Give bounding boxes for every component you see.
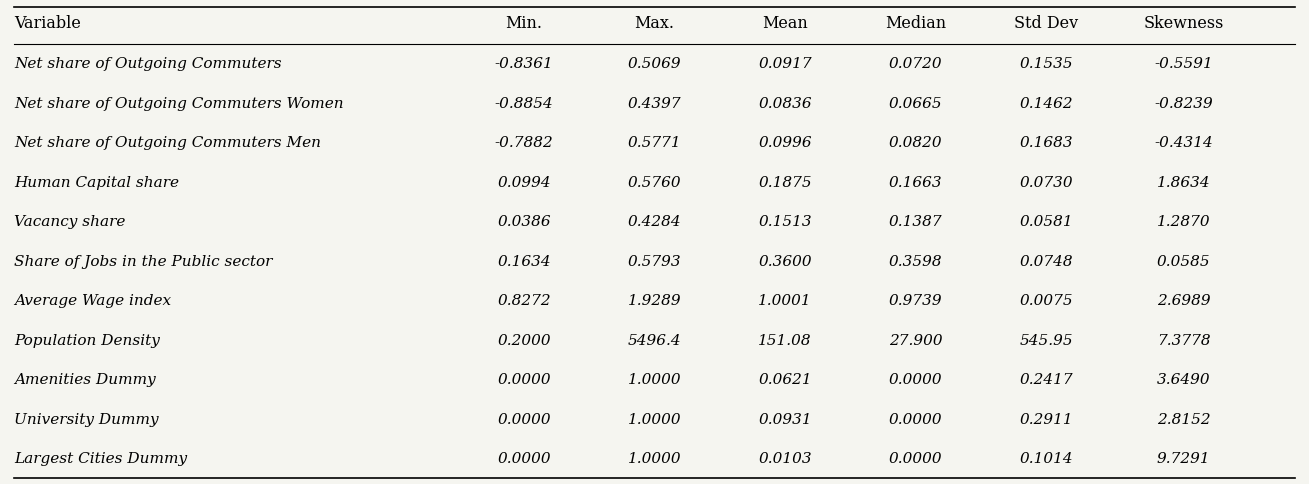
Text: 9.7291: 9.7291 — [1157, 452, 1211, 466]
Text: 0.0820: 0.0820 — [889, 136, 942, 151]
Text: Variable: Variable — [14, 15, 81, 31]
Text: 0.2417: 0.2417 — [1020, 373, 1073, 387]
Text: 0.1875: 0.1875 — [758, 176, 812, 190]
Text: 0.0000: 0.0000 — [497, 452, 551, 466]
Text: 1.0000: 1.0000 — [628, 373, 681, 387]
Text: 0.2911: 0.2911 — [1020, 413, 1073, 426]
Text: 0.0000: 0.0000 — [889, 452, 942, 466]
Text: 0.0917: 0.0917 — [758, 58, 812, 72]
Text: Average Wage index: Average Wage index — [14, 294, 171, 308]
Text: 0.5760: 0.5760 — [628, 176, 681, 190]
Text: 0.0996: 0.0996 — [758, 136, 812, 151]
Text: 1.0000: 1.0000 — [628, 452, 681, 466]
Text: 27.900: 27.900 — [889, 333, 942, 348]
Text: University Dummy: University Dummy — [14, 413, 160, 426]
Text: 0.3598: 0.3598 — [889, 255, 942, 269]
Text: 3.6490: 3.6490 — [1157, 373, 1211, 387]
Text: 0.4397: 0.4397 — [628, 97, 681, 111]
Text: 1.0001: 1.0001 — [758, 294, 812, 308]
Text: 0.0748: 0.0748 — [1020, 255, 1073, 269]
Text: 0.1634: 0.1634 — [497, 255, 551, 269]
Text: Vacancy share: Vacancy share — [14, 215, 126, 229]
Text: Net share of Outgoing Commuters: Net share of Outgoing Commuters — [14, 58, 281, 72]
Text: 0.1462: 0.1462 — [1020, 97, 1073, 111]
Text: 2.6989: 2.6989 — [1157, 294, 1211, 308]
Text: Mean: Mean — [762, 15, 808, 31]
Text: 0.0720: 0.0720 — [889, 58, 942, 72]
Text: 0.0994: 0.0994 — [497, 176, 551, 190]
Text: 0.0000: 0.0000 — [889, 373, 942, 387]
Text: 151.08: 151.08 — [758, 333, 812, 348]
Text: 0.0386: 0.0386 — [497, 215, 551, 229]
Text: 0.9739: 0.9739 — [889, 294, 942, 308]
Text: 0.0000: 0.0000 — [889, 413, 942, 426]
Text: Population Density: Population Density — [14, 333, 160, 348]
Text: 0.0836: 0.0836 — [758, 97, 812, 111]
Text: -0.8854: -0.8854 — [495, 97, 554, 111]
Text: 2.8152: 2.8152 — [1157, 413, 1211, 426]
Text: 0.0000: 0.0000 — [497, 373, 551, 387]
Text: 0.2000: 0.2000 — [497, 333, 551, 348]
Text: -0.8361: -0.8361 — [495, 58, 554, 72]
Text: -0.5591: -0.5591 — [1155, 58, 1213, 72]
Text: 0.0075: 0.0075 — [1020, 294, 1073, 308]
Text: Amenities Dummy: Amenities Dummy — [14, 373, 156, 387]
Text: 0.1387: 0.1387 — [889, 215, 942, 229]
Text: Median: Median — [885, 15, 946, 31]
Text: 1.9289: 1.9289 — [628, 294, 681, 308]
Text: Human Capital share: Human Capital share — [14, 176, 179, 190]
Text: 545.95: 545.95 — [1020, 333, 1073, 348]
Text: 0.1535: 0.1535 — [1020, 58, 1073, 72]
Text: 0.0585: 0.0585 — [1157, 255, 1211, 269]
Text: 0.0621: 0.0621 — [758, 373, 812, 387]
Text: 0.0103: 0.0103 — [758, 452, 812, 466]
Text: 0.0730: 0.0730 — [1020, 176, 1073, 190]
Text: 7.3778: 7.3778 — [1157, 333, 1211, 348]
Text: 0.1513: 0.1513 — [758, 215, 812, 229]
Text: 0.1014: 0.1014 — [1020, 452, 1073, 466]
Text: 1.8634: 1.8634 — [1157, 176, 1211, 190]
Text: Largest Cities Dummy: Largest Cities Dummy — [14, 452, 187, 466]
Text: Net share of Outgoing Commuters Women: Net share of Outgoing Commuters Women — [14, 97, 344, 111]
Text: 0.0665: 0.0665 — [889, 97, 942, 111]
Text: 0.1683: 0.1683 — [1020, 136, 1073, 151]
Text: 0.3600: 0.3600 — [758, 255, 812, 269]
Text: 5496.4: 5496.4 — [628, 333, 681, 348]
Text: 0.0931: 0.0931 — [758, 413, 812, 426]
Text: Share of Jobs in the Public sector: Share of Jobs in the Public sector — [14, 255, 272, 269]
Text: 1.2870: 1.2870 — [1157, 215, 1211, 229]
Text: -0.4314: -0.4314 — [1155, 136, 1213, 151]
Text: 0.0000: 0.0000 — [497, 413, 551, 426]
Text: 0.5069: 0.5069 — [628, 58, 681, 72]
Text: Max.: Max. — [635, 15, 674, 31]
Text: 0.5771: 0.5771 — [628, 136, 681, 151]
Text: 0.1663: 0.1663 — [889, 176, 942, 190]
Text: 0.4284: 0.4284 — [628, 215, 681, 229]
Text: Skewness: Skewness — [1143, 15, 1224, 31]
Text: 0.8272: 0.8272 — [497, 294, 551, 308]
Text: 0.5793: 0.5793 — [628, 255, 681, 269]
Text: 0.0581: 0.0581 — [1020, 215, 1073, 229]
Text: Min.: Min. — [505, 15, 542, 31]
Text: Net share of Outgoing Commuters Men: Net share of Outgoing Commuters Men — [14, 136, 322, 151]
Text: -0.8239: -0.8239 — [1155, 97, 1213, 111]
Text: -0.7882: -0.7882 — [495, 136, 554, 151]
Text: 1.0000: 1.0000 — [628, 413, 681, 426]
Text: Std Dev: Std Dev — [1014, 15, 1079, 31]
